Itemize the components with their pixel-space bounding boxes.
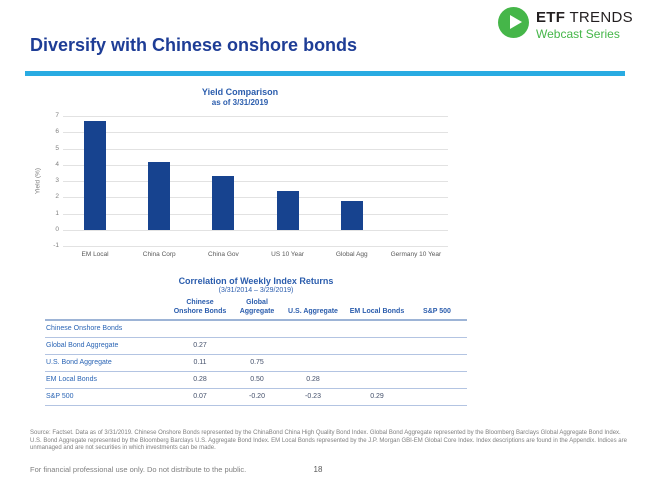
- table-cell: 0.07: [165, 388, 235, 406]
- table-cell: [347, 371, 407, 389]
- x-tick-label: China Corp: [142, 251, 176, 258]
- table-cell: [279, 320, 347, 338]
- column-header: S&P 500: [407, 299, 467, 321]
- logo-text: ETF TRENDS Webcast Series: [536, 9, 633, 41]
- gridline: [63, 164, 448, 166]
- table-cell: [347, 320, 407, 338]
- chart-bar: [276, 190, 299, 230]
- column-header: U.S. Aggregate: [279, 299, 347, 321]
- page-number: 18: [313, 465, 323, 474]
- gridline: [63, 116, 448, 117]
- table-cell: [407, 337, 467, 355]
- row-label: EM Local Bonds: [45, 371, 165, 389]
- logo-brand-bold: ETF: [536, 9, 566, 26]
- y-tick-label: 2: [55, 193, 59, 201]
- table-cell: 0.11: [165, 354, 235, 372]
- table-cell: [235, 337, 279, 355]
- yield-comparison-chart: Yield Comparison as of 3/31/2019 Yield (…: [30, 87, 450, 267]
- disclaimer: For financial professional use only. Do …: [30, 465, 247, 474]
- table-cell: [407, 388, 467, 406]
- correlation-section: Correlation of Weekly Index Returns (3/3…: [45, 276, 467, 406]
- row-label: S&P 500: [45, 388, 165, 406]
- y-tick-label: 1: [55, 209, 59, 217]
- row-label: Chinese Onshore Bonds: [45, 320, 165, 338]
- gridline: [63, 148, 448, 150]
- table-cell: [279, 354, 347, 372]
- table-cell: [165, 320, 235, 338]
- gridline: [63, 213, 448, 215]
- gridline: [63, 246, 448, 247]
- logo-brand-regular: TRENDS: [569, 9, 633, 26]
- table-cell: 0.29: [347, 388, 407, 406]
- gridline: [63, 197, 448, 199]
- plot-area: 7 6 5 4 3 2 1 0 -1 EM Local China Corp China Gov US …: [53, 112, 448, 258]
- header-row: Chinese Onshore Bonds Global Aggregate U.S…: [45, 299, 467, 321]
- table-cell: 0.28: [279, 371, 347, 389]
- page-title: Diversify with Chinese onshore bonds: [30, 35, 358, 55]
- table-subtitle: (3/31/2014 – 3/29/2019): [218, 287, 294, 294]
- row-label: U.S. Bond Aggregate: [45, 354, 165, 372]
- chart-title: Yield Comparison: [201, 87, 279, 97]
- table-cell: 0.28: [165, 371, 235, 389]
- table-cell: -0.23: [279, 388, 347, 406]
- chart-bar: [340, 201, 363, 230]
- table-cell: 0.27: [165, 337, 235, 355]
- logo-brand: ETF TRENDS: [536, 9, 633, 26]
- chart-bar: [84, 120, 107, 230]
- y-axis-label: Yield (%): [34, 167, 42, 195]
- table-row: Chinese Onshore Bonds: [45, 320, 467, 338]
- accent-rule: [25, 71, 625, 76]
- table-cell: [235, 320, 279, 338]
- y-tick-label: -1: [53, 242, 59, 249]
- table-row: S&P 500 0.07 -0.20 -0.23 0.29: [45, 388, 467, 406]
- play-triangle-icon: [510, 15, 522, 29]
- logo-subtitle: Webcast Series: [536, 27, 620, 41]
- x-tick-label: EM Local: [81, 251, 109, 258]
- gridline: [63, 229, 448, 231]
- table-cell: 0.75: [235, 354, 279, 372]
- y-tick-label: 6: [55, 128, 59, 136]
- chart-bar: [212, 176, 235, 230]
- table-cell: [347, 354, 407, 372]
- chart-subtitle: as of 3/31/2019: [211, 98, 269, 107]
- x-tick-label: Global Agg: [335, 251, 368, 258]
- gridline: [63, 132, 448, 134]
- y-tick-label: 3: [55, 177, 59, 184]
- table-cell: 0.50: [235, 371, 279, 389]
- x-tick-label: China Gov: [208, 251, 239, 258]
- y-tick-label: 4: [55, 160, 59, 168]
- table-cell: [407, 371, 467, 389]
- table-row: U.S. Bond Aggregate 0.11 0.75: [45, 354, 467, 372]
- table-row: Global Bond Aggregate 0.27: [45, 337, 467, 355]
- table-cell: [347, 337, 407, 355]
- y-tick-label: 5: [55, 144, 59, 152]
- table-cell: [407, 320, 467, 338]
- gridline: [63, 181, 448, 182]
- etf-trends-logo: ETF TRENDS Webcast Series: [498, 7, 633, 41]
- column-header: Chinese Onshore Bonds: [165, 299, 235, 321]
- column-header: EM Local Bonds: [347, 299, 407, 321]
- corner-cell: [45, 299, 165, 321]
- source-note: Source: Factset. Data as of 3/31/2019. C…: [30, 430, 627, 451]
- y-tick-label: 0: [55, 225, 59, 233]
- table-cell: [279, 337, 347, 355]
- column-header: Global Aggregate: [235, 299, 279, 321]
- table-row: EM Local Bonds 0.28 0.50 0.28: [45, 371, 467, 389]
- y-tick-label: 7: [55, 112, 59, 119]
- table-cell: [407, 354, 467, 372]
- row-label: Global Bond Aggregate: [45, 337, 165, 355]
- table-title: Correlation of Weekly Index Returns: [178, 276, 334, 286]
- x-tick-label: US 10 Year: [271, 251, 305, 258]
- play-icon: [498, 7, 529, 38]
- chart-bar: [148, 161, 171, 230]
- correlation-table: Chinese Onshore Bonds Global Aggregate U.S…: [45, 299, 467, 406]
- table-cell: -0.20: [235, 388, 279, 406]
- x-tick-label: Germany 10 Year: [390, 251, 442, 258]
